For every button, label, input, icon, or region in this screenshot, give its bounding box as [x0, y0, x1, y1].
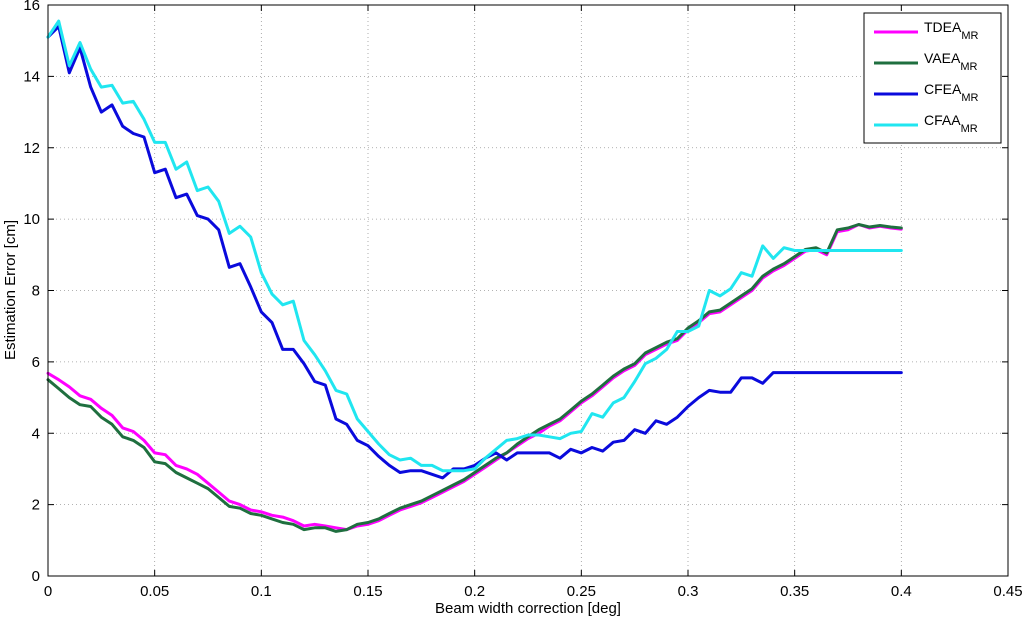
x-tick-label: 0.2	[464, 583, 485, 600]
legend-label-name: VAEA	[924, 50, 961, 66]
y-tick-label: 12	[23, 140, 40, 157]
x-tick-label: 0.35	[780, 583, 809, 600]
y-tick-label: 4	[32, 425, 40, 442]
y-tick-label: 6	[32, 354, 40, 371]
legend-box	[863, 12, 1002, 144]
x-tick-label: 0.05	[140, 583, 169, 600]
x-tick-label: 0.45	[993, 583, 1022, 600]
legend-label: CFEAMR	[924, 81, 979, 104]
series-line-cfea	[46, 24, 903, 480]
x-tick-label: 0.15	[353, 583, 382, 600]
x-tick-label: 0.1	[251, 583, 272, 600]
y-tick-label: 8	[32, 283, 40, 300]
grid-lines	[48, 5, 1008, 576]
legend-label: CFAAMR	[924, 112, 978, 135]
y-tick-label: 0	[32, 568, 40, 585]
legend-label-subscript: MR	[961, 123, 978, 135]
y-tick-label: 10	[23, 211, 40, 228]
x-tick-label: 0	[44, 583, 52, 600]
legend-label-subscript: MR	[961, 92, 978, 104]
axis-ticks: 0 0.05 0.1 0.15 0.2 0.25 0.3 0.35 0.4 0.45 0 2 4 6 8 10…	[23, 0, 1022, 600]
legend-label-name: CFAA	[924, 112, 961, 128]
series-line-cfaa	[46, 19, 903, 473]
y-tick-label: 14	[23, 68, 40, 85]
series-line-vaea	[46, 223, 903, 533]
legend-label-name: TDEA	[924, 19, 962, 35]
x-axis-label: Beam width correction [deg]	[435, 600, 621, 617]
series-layer	[46, 19, 903, 533]
y-tick-label: 2	[32, 497, 40, 514]
x-tick-label: 0.3	[678, 583, 699, 600]
x-tick-label: 0.25	[567, 583, 596, 600]
legend-label-subscript: MR	[960, 61, 977, 73]
y-axis-label: Estimation Error [cm]	[2, 220, 19, 360]
legend-label: TDEAMR	[924, 19, 979, 42]
legend-label-name: CFEA	[924, 81, 962, 97]
x-tick-label: 0.4	[891, 583, 912, 600]
legend-label-subscript: MR	[961, 30, 978, 42]
y-tick-label: 16	[23, 0, 40, 14]
legend-label: VAEAMR	[924, 50, 977, 73]
